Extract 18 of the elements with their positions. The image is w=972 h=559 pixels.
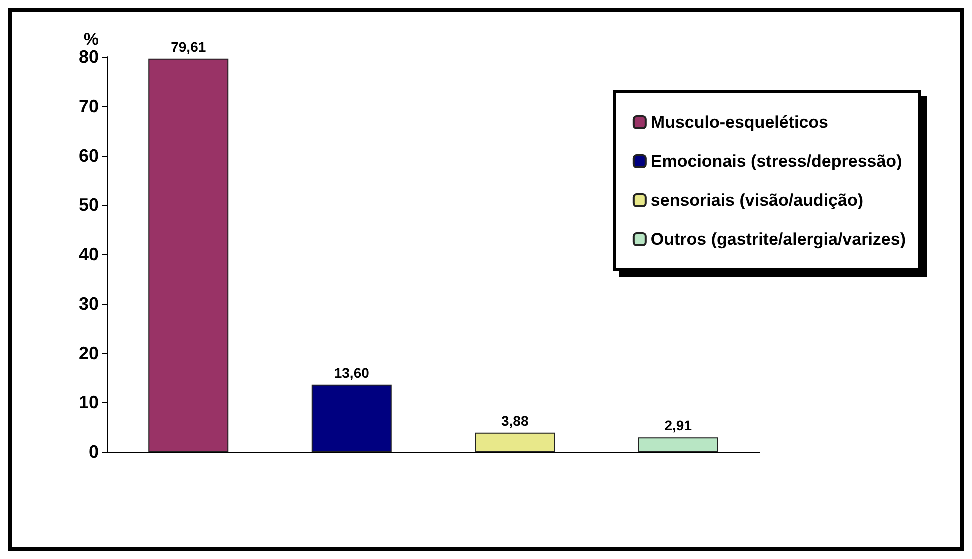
data-label: 13,60 — [334, 364, 370, 381]
data-label: 2,91 — [664, 418, 692, 434]
y-tick-label: 70 — [78, 96, 99, 116]
y-tick-label: 30 — [78, 294, 99, 314]
y-axis-title: % — [84, 30, 99, 50]
data-label: 3,88 — [502, 412, 529, 429]
legend-label: Outros (gastrite/alergia/varizes) — [650, 230, 906, 249]
y-tick-label: 20 — [78, 343, 99, 364]
y-tick-label: 40 — [78, 244, 99, 264]
legend-label: Emocionais (stress/depressão) — [650, 152, 902, 171]
y-tick-label: 10 — [78, 392, 99, 413]
y-tick-label: 0 — [88, 442, 99, 462]
legend-label: Musculo-esqueléticos — [650, 113, 829, 132]
y-tick-label: 50 — [78, 195, 99, 216]
y-tick-label: 80 — [78, 47, 99, 67]
data-label: 79,61 — [171, 38, 206, 55]
legend-label: sensoriais (visão/audição) — [650, 191, 864, 210]
y-tick-label: 60 — [78, 146, 99, 166]
